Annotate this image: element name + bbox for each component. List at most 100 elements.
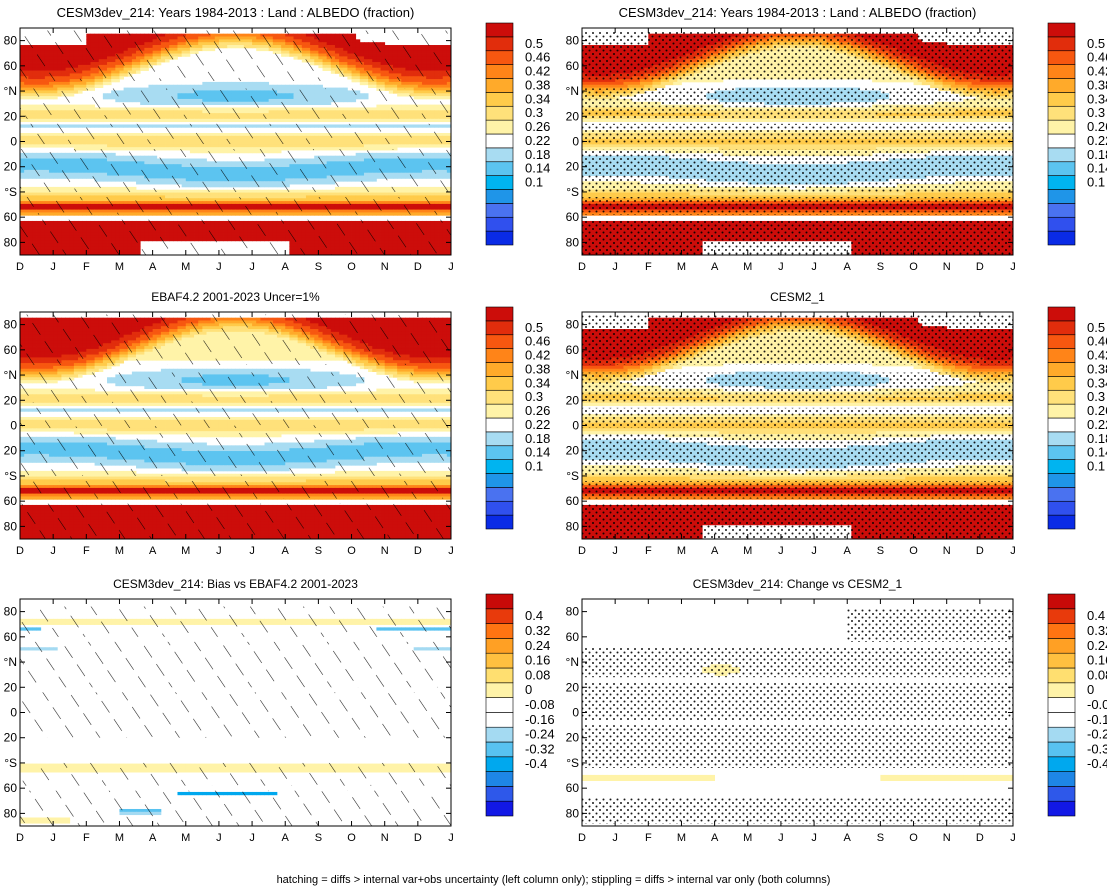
colorbar-swatch [1047,487,1076,502]
y-tick-label: 80 [566,318,580,332]
y-tick-label: 20 [566,731,580,745]
colorbar-label: 0.1 [525,459,543,474]
x-tick-label: F [645,545,652,557]
colorbar-label: -0.4 [1087,756,1107,771]
x-tick-label: A [282,832,290,844]
colorbar-label: 0.38 [525,77,550,92]
colorbar-label: 0.34 [1087,91,1107,106]
colorbar-label: 0.4 [1087,608,1105,623]
x-tick-label: J [612,545,618,557]
colorbar-label: 0.38 [1087,361,1107,376]
x-tick-label: J [612,832,618,844]
x-tick-label: F [83,832,90,844]
figure-caption: hatching = diffs > internal var+obs unce… [0,874,1107,886]
colorbar-swatch [485,487,514,502]
y-tick-label: 80 [566,34,580,48]
colorbar-label: 0.16 [1087,653,1107,668]
panel-title: CESM2_1 [770,290,825,304]
x-tick-label: D [16,832,24,844]
panel-1: CESM3dev_214: Years 1984-2013 : Land : A… [4,5,551,273]
colorbar-swatch [485,500,514,516]
colorbar-swatch [485,64,514,79]
x-tick-label: N [943,261,951,273]
x-tick-label: J [1010,545,1016,557]
colorbar-swatch [485,36,514,52]
colorbar-label: 0.32 [525,623,550,638]
colorbar-label: 0.08 [1087,667,1107,682]
colorbar-label: -0.32 [525,741,555,756]
colorbar-label: 0.42 [525,64,550,79]
y-tick-label: °S [4,756,17,770]
y-tick-label: °S [4,185,17,199]
y-tick-label: 60 [566,210,580,224]
hatching-overlay [20,606,451,826]
colorbar: 0.40.320.240.160.080-0.08-0.16-0.24-0.32… [1047,593,1107,817]
colorbar-swatch [485,712,514,728]
x-tick-label: J [448,261,454,273]
y-tick-label: 60 [4,630,18,644]
colorbar-label: 0.14 [1087,161,1107,176]
colorbar-label: 0.5 [1087,320,1105,335]
colorbar: 0.50.460.420.380.340.30.260.220.180.140.… [1047,22,1107,246]
colorbar-swatch [1047,445,1076,460]
colorbar-swatch [485,175,514,190]
colorbar-label: 0.18 [525,431,550,446]
colorbar-label: 0.46 [1087,50,1107,65]
y-tick-label: 80 [566,605,580,619]
colorbar-label: 0.46 [525,334,550,349]
y-tick-label: 60 [4,59,18,73]
colorbar-swatch [1047,175,1076,190]
colorbar-swatch [485,623,514,639]
x-tick-label: M [677,832,686,844]
colorbar-swatch [485,431,514,447]
colorbar-swatch [485,445,514,460]
x-tick-label: O [909,832,918,844]
x-tick-label: A [711,261,719,273]
colorbar-swatch [485,334,514,349]
colorbar-swatch [485,741,514,758]
colorbar-label: 0.14 [1087,445,1107,460]
colorbar-swatch [485,514,514,530]
colorbar-label: -0.16 [525,712,555,727]
colorbar-label: 0.26 [1087,119,1107,134]
y-tick-label: °S [566,469,579,483]
y-tick-label: 0 [572,706,579,720]
heatmap-field [20,314,451,539]
colorbar-swatch [1047,697,1076,713]
x-tick-label: J [1010,261,1016,273]
colorbar-label: 0.24 [525,638,550,653]
x-tick-label: J [811,261,817,273]
colorbar-label: 0.3 [1087,389,1105,404]
y-tick-label: 60 [4,343,18,357]
x-tick-label: N [381,832,389,844]
colorbar-swatch [485,362,514,377]
colorbar-label: 0.22 [525,133,550,148]
colorbar-swatch [1047,741,1076,758]
colorbar-swatch [1047,230,1076,246]
colorbar-label: 0.46 [525,50,550,65]
y-tick-label: 20 [4,731,18,745]
y-tick-label: 0 [10,706,17,720]
x-tick-label: S [877,545,884,557]
x-tick-label: F [83,261,90,273]
colorbar-label: 0 [1087,682,1094,697]
x-tick-label: N [381,261,389,273]
colorbar: 0.50.460.420.380.340.30.260.220.180.140.… [485,22,550,246]
colorbar-label: -0.24 [525,727,555,742]
colorbar-swatch [1047,652,1076,669]
y-tick-label: 0 [572,135,579,149]
x-tick-label: D [578,832,586,844]
colorbar-swatch [1047,500,1076,516]
y-tick-label: 80 [4,318,18,332]
y-tick-label: 80 [566,235,580,249]
colorbar-label: 0.5 [525,36,543,51]
x-tick-label: M [115,545,124,557]
x-tick-label: A [149,261,157,273]
colorbar-label: 0.3 [525,105,543,120]
colorbar-swatch [1047,22,1076,38]
x-tick-label: N [943,545,951,557]
colorbar-label: 0.32 [1087,623,1107,638]
y-tick-label: °S [566,756,579,770]
x-tick-label: O [909,261,918,273]
colorbar-label: 0.42 [1087,348,1107,363]
